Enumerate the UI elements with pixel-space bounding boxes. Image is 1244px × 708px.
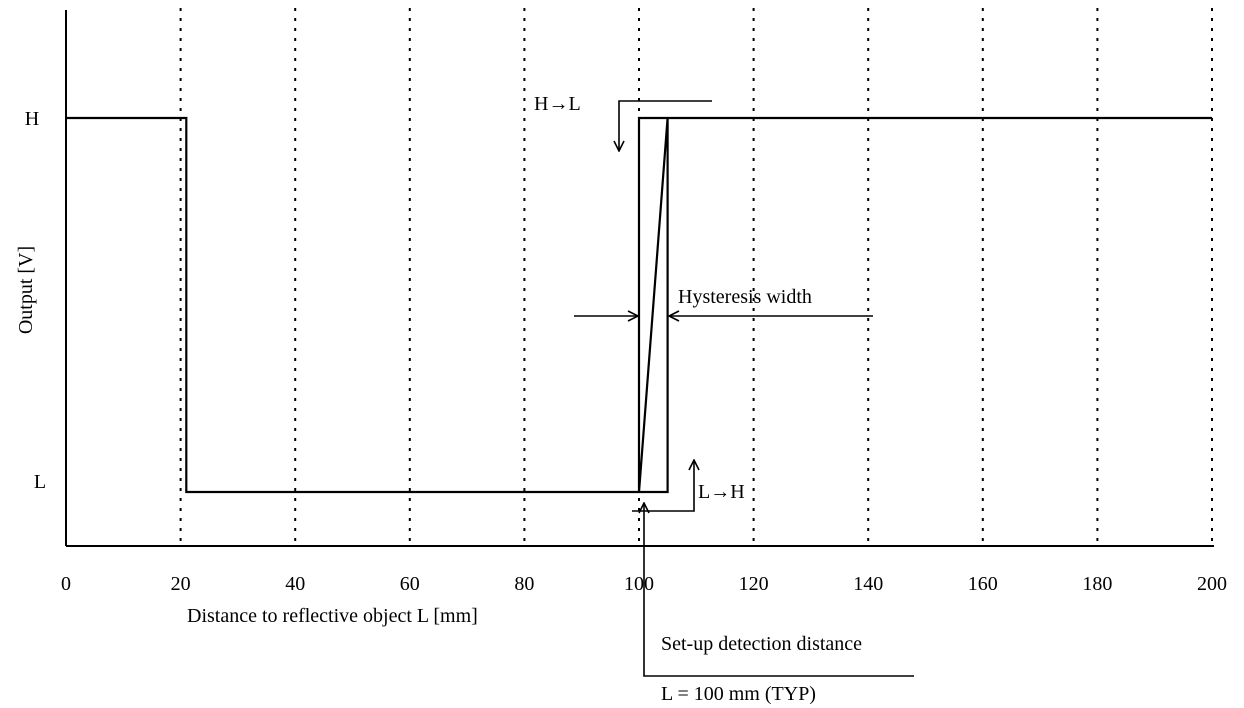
- y-axis-label: Output [V]: [15, 246, 37, 334]
- x-tick-label-140: 140: [853, 573, 883, 595]
- y-level-h: H: [25, 108, 39, 130]
- l-to-h-arrow: [632, 460, 694, 512]
- x-tick-label-100: 100: [624, 573, 654, 595]
- x-tick-label-120: 120: [739, 573, 769, 595]
- x-tick-labels: 0 20 40 60 80 100 120 140 160 180 200: [61, 573, 1227, 595]
- y-level-l: L: [34, 471, 46, 493]
- l-to-h-label: L→H: [698, 481, 745, 503]
- x-tick-label-40: 40: [285, 573, 305, 595]
- h-to-l-label: H→L: [534, 93, 581, 115]
- hysteresis-width-label: Hysteresis width: [678, 286, 812, 308]
- setup-distance-label: Set-up detection distance: [661, 633, 862, 655]
- grid-lines: [179, 8, 1213, 546]
- x-tick-label-180: 180: [1082, 573, 1112, 595]
- setup-distance-value: L = 100 mm (TYP): [661, 683, 816, 705]
- x-tick-label-20: 20: [171, 573, 191, 595]
- x-tick-label-80: 80: [514, 573, 534, 595]
- output-series-line: [66, 116, 1212, 494]
- x-tick-label-60: 60: [400, 573, 420, 595]
- x-tick-label-0: 0: [61, 573, 71, 595]
- x-axis-label: Distance to reflective object L [mm]: [187, 605, 478, 627]
- x-tick-label-160: 160: [968, 573, 998, 595]
- x-tick-label-200: 200: [1197, 573, 1227, 595]
- h-to-l-arrow: [619, 100, 712, 151]
- setup-distance-arrow: [644, 503, 914, 677]
